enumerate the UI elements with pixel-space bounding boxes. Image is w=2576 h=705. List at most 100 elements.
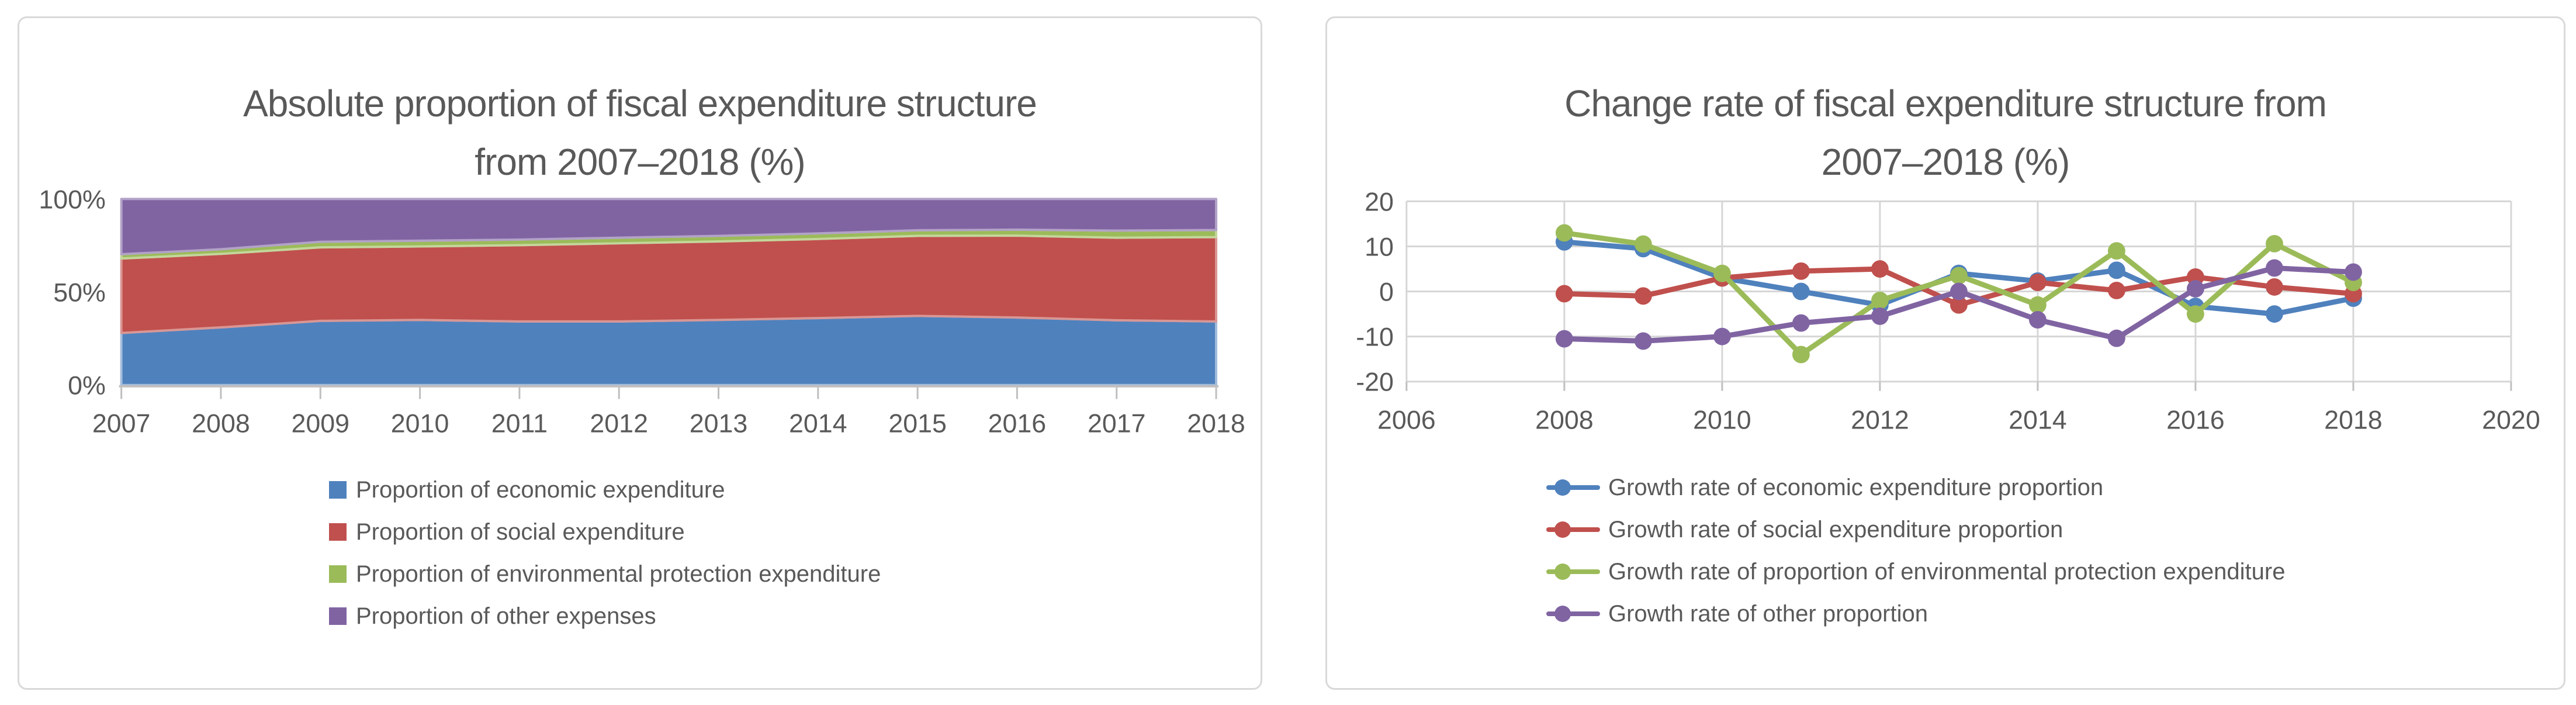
legend-marker-line: [1546, 611, 1600, 616]
x-tick-label: 2018: [2324, 405, 2383, 434]
marker-environmental: [2107, 242, 2125, 260]
area-series-other: [120, 198, 1218, 255]
y-tick-label: 0: [1379, 277, 1394, 306]
marker-other: [1555, 330, 1573, 348]
marker-environmental: [2266, 234, 2283, 253]
marker-social: [2107, 282, 2125, 299]
legend-marker-line: [1546, 485, 1600, 490]
marker-social: [2266, 278, 2283, 296]
legend-marker-dot: [1554, 564, 1571, 580]
x-tick-label: 2013: [690, 409, 748, 438]
x-tick-label: 2015: [888, 409, 947, 438]
y-tick-label: -10: [1356, 323, 1394, 352]
area-series-economic: [120, 315, 1218, 386]
area-chart-panel: Absolute proportion of fiscal expenditur…: [18, 16, 1262, 690]
marker-social: [1792, 262, 1810, 280]
x-tick-label: 2010: [1693, 405, 1751, 434]
x-tick-label: 2006: [1377, 405, 1436, 434]
marker-economic: [1792, 282, 1810, 300]
legend-item-economic: Growth rate of economic expenditure prop…: [1546, 466, 2285, 509]
legend-swatch-environmental: [329, 565, 347, 583]
marker-other: [1950, 282, 1968, 300]
x-tick-label: 2009: [291, 409, 349, 438]
marker-social: [2028, 274, 2047, 292]
marker-other: [2107, 329, 2125, 347]
marker-environmental: [1792, 345, 1810, 364]
area-chart-plot: 2007 2008 2009 2010 2011 2012 2013 2014 2015 2016…: [39, 185, 1245, 438]
legend-marker-dot: [1554, 606, 1571, 622]
marker-social: [1555, 285, 1573, 303]
legend-item-other: Proportion of other expenses: [329, 595, 881, 637]
marker-economic: [2107, 261, 2125, 279]
marker-environmental: [2028, 296, 2047, 314]
legend-marker-line: [1546, 527, 1600, 532]
x-tick-label: 2008: [1535, 405, 1594, 434]
marker-environmental: [2186, 305, 2204, 323]
marker-environmental: [1555, 224, 1573, 242]
marker-other: [1634, 332, 1652, 350]
legend-label-environmental: Proportion of environmental protection e…: [356, 561, 881, 587]
legend-label-economic: Proportion of economic expenditure: [356, 476, 725, 503]
x-tick-label: 2012: [590, 409, 648, 438]
legend-item-social: Growth rate of social expenditure propor…: [1546, 509, 2285, 551]
x-tick-label: 2012: [1851, 405, 1909, 434]
area-chart-title: Absolute proportion of fiscal expenditur…: [19, 74, 1261, 191]
marker-social: [1871, 260, 1889, 278]
x-tick-label: 2010: [391, 409, 449, 438]
marker-other: [1713, 327, 1731, 345]
legend-marker-dot: [1554, 479, 1571, 496]
legend-marker-social: [1546, 521, 1600, 538]
area-chart-title-line1: Absolute proportion of fiscal expenditur…: [243, 82, 1037, 125]
x-tick-label: 2018: [1187, 409, 1245, 438]
marker-other: [1792, 314, 1810, 332]
marker-environmental: [1871, 292, 1889, 309]
area-chart-legend: Proportion of economic expenditure Propor…: [329, 469, 881, 637]
marker-social: [1634, 287, 1652, 305]
legend-swatch-economic: [329, 481, 347, 499]
marker-environmental: [1950, 267, 1968, 285]
y-tick-label: 20: [1365, 187, 1394, 216]
line-chart-legend: Growth rate of economic expenditure prop…: [1546, 466, 2285, 635]
x-tick-label: 2011: [491, 409, 548, 438]
x-tick-label: 2016: [988, 409, 1047, 438]
y-tick-label: 100%: [39, 185, 105, 214]
legend-label-other: Proportion of other expenses: [356, 603, 656, 629]
y-tick-label: 10: [1365, 232, 1394, 261]
legend-marker-economic: [1546, 479, 1600, 496]
marker-other: [1871, 307, 1889, 325]
line-chart-title-line2: 2007–2018 (%): [1821, 141, 2071, 183]
marker-economic: [2266, 305, 2283, 323]
legend-item-environmental: Growth rate of proportion of environment…: [1546, 551, 2285, 593]
marker-social: [1950, 296, 1968, 314]
y-tick-label: -20: [1356, 368, 1394, 397]
line-chart-title-line1: Change rate of fiscal expenditure struct…: [1564, 82, 2327, 125]
y-tick-label: 0%: [68, 371, 106, 400]
marker-other: [2186, 280, 2204, 298]
legend-marker-other: [1546, 605, 1600, 623]
x-tick-label: 2020: [2482, 405, 2540, 434]
x-tick-label: 2014: [789, 409, 847, 438]
legend-swatch-social: [329, 523, 347, 541]
line-chart-title: Change rate of fiscal expenditure struct…: [1327, 74, 2564, 191]
legend-label-other: Growth rate of other proportion: [1608, 600, 1928, 627]
y-tick-label: 50%: [53, 278, 106, 307]
legend-item-social: Proportion of social expenditure: [329, 511, 881, 553]
legend-item-other: Growth rate of other proportion: [1546, 593, 2285, 635]
legend-label-social: Growth rate of social expenditure propor…: [1608, 516, 2063, 542]
x-tick-label: 2008: [192, 409, 250, 438]
legend-item-economic: Proportion of economic expenditure: [329, 469, 881, 511]
legend-label-environmental: Growth rate of proportion of environment…: [1608, 558, 2286, 585]
legend-item-environmental: Proportion of environmental protection e…: [329, 553, 881, 595]
legend-label-economic: Growth rate of economic expenditure prop…: [1608, 474, 2104, 500]
x-tick-label: 2007: [92, 409, 151, 438]
x-tick-label: 2016: [2166, 405, 2225, 434]
legend-swatch-other: [329, 607, 347, 625]
marker-other: [2028, 311, 2047, 329]
marker-other: [2345, 263, 2362, 281]
area-chart-title-line2: from 2007–2018 (%): [475, 141, 805, 183]
legend-marker-environmental: [1546, 563, 1600, 580]
legend-label-social: Proportion of social expenditure: [356, 519, 685, 545]
x-tick-label: 2017: [1088, 409, 1146, 438]
